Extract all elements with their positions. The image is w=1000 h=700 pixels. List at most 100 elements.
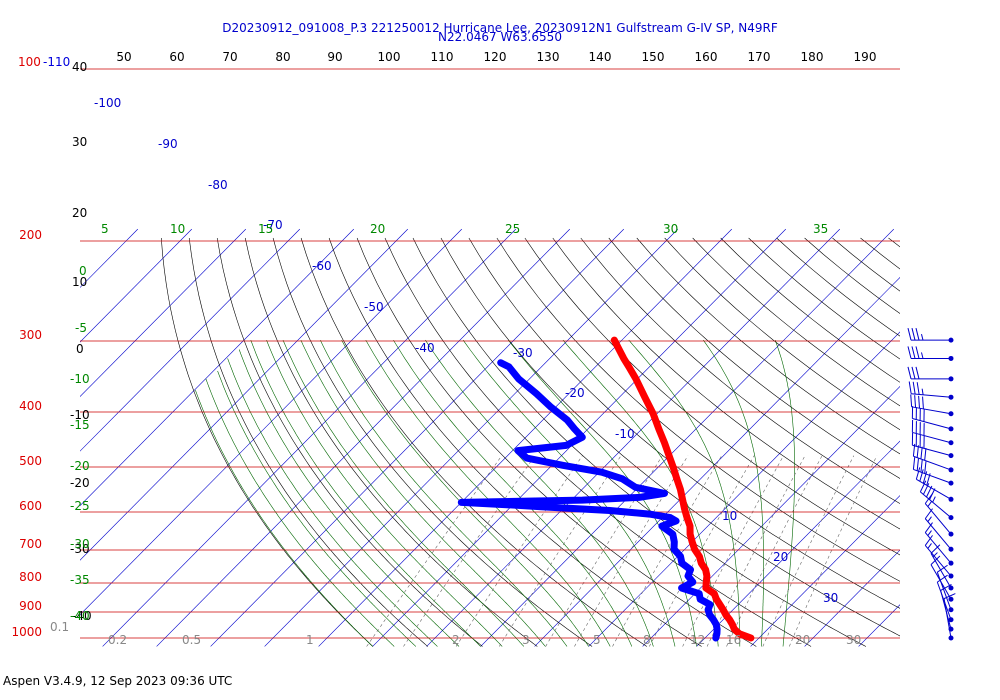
wind-barb-flag: [915, 346, 920, 359]
isotherm-label: -100: [94, 96, 121, 110]
wind-barb-staff: [913, 468, 952, 484]
isotherm-label: -70: [263, 218, 283, 232]
dry-adiabat-line: [748, 237, 900, 360]
dry-adiabat-line: [216, 237, 483, 647]
wind-barb-flag: [940, 584, 952, 591]
mixing-ratio-line: [574, 455, 689, 647]
wind-barb-flag: [916, 382, 920, 395]
dry-adiabat-line: [552, 237, 900, 530]
top-scale-label: 110: [431, 50, 454, 64]
wind-barb-flag: [930, 544, 941, 554]
top-scale-label: 130: [537, 50, 560, 64]
wind-barb-flag: [937, 564, 948, 573]
height-label: 10: [72, 275, 87, 289]
dry-adiabat-line: [580, 237, 900, 504]
wind-barb-flag: [926, 485, 933, 498]
moist-adiabat-label: 5: [101, 222, 109, 236]
mixing-ratio-line: [545, 455, 663, 647]
wind-barb: [924, 535, 954, 579]
dry-adiabat-line: [468, 237, 900, 609]
dry-adiabat-line: [328, 237, 702, 647]
moist-adiabat-line: [250, 339, 481, 647]
isotherm-line: [318, 228, 732, 647]
mixing-ratio-label: 1: [306, 633, 314, 647]
mixing-ratio-label: 3: [522, 633, 530, 647]
saturation-label: -20: [70, 459, 90, 473]
chart-title: D20230912_091008_P.3 221250012 Hurricane…: [222, 21, 778, 35]
wind-barb-flag: [926, 473, 931, 486]
wind-barb-staff: [924, 545, 952, 577]
wind-barb-flag: [922, 396, 924, 409]
dry-adiabat-line: [244, 237, 538, 647]
dry-adiabat-line: [496, 237, 900, 582]
top-scale-label: 170: [748, 50, 771, 64]
moist-adiabat-line: [320, 339, 568, 647]
isotherm-line: [264, 228, 678, 647]
moist-adiabat-label: 30: [663, 222, 678, 236]
wind-barb-half-flag: [921, 388, 924, 395]
wind-barb-flag: [915, 328, 920, 341]
moist-adiabat-label: 20: [370, 222, 385, 236]
wind-barb-half-flag: [927, 516, 932, 522]
moist-adiabat-line: [300, 339, 546, 647]
isotherm-label: -80: [208, 178, 228, 192]
isotherm-label: -40: [415, 341, 435, 355]
pressure-label: 700: [19, 537, 42, 551]
wind-barb: [912, 443, 954, 473]
mixing-ratio-label: 0.1: [50, 620, 69, 634]
pressure-label: 300: [19, 328, 42, 342]
isotherm-line: [102, 228, 516, 647]
wind-barb-flag: [924, 493, 933, 504]
height-label: 20: [72, 206, 87, 220]
mixing-ratio-line: [682, 455, 784, 647]
wind-barb-flag: [907, 366, 912, 380]
wind-barb-flag: [911, 328, 916, 341]
mixing-ratio-label: 0.2: [108, 633, 127, 647]
wind-barb-staff: [943, 598, 952, 639]
moist-adiabat-line: [205, 378, 395, 647]
isotherm-line: [80, 228, 408, 561]
top-scale-label: 160: [695, 50, 718, 64]
wind-barb-half-flag: [932, 496, 936, 503]
pressure-label: 800: [19, 570, 42, 584]
wind-barb: [911, 432, 954, 459]
wind-barb-staff: [912, 418, 952, 430]
wind-barb-flag: [930, 555, 941, 565]
moist-adiabat-label: 10: [170, 222, 185, 236]
moist-adiabat-line: [393, 339, 633, 647]
wind-barb-flag: [924, 447, 927, 461]
wind-barb-flag: [907, 346, 912, 359]
top-scale-label: 140: [589, 50, 612, 64]
wind-barb: [907, 346, 954, 361]
dewpoint-profile: [457, 359, 721, 642]
moist-adiabat-line: [195, 389, 373, 647]
wind-barb: [924, 508, 954, 552]
dry-adiabat-line: [917, 238, 1000, 647]
wind-barb-flag: [919, 469, 924, 482]
moist-adiabat-line: [238, 349, 460, 647]
dry-adiabat-line: [384, 237, 812, 647]
dry-adiabat-line: [664, 237, 900, 431]
dry-adiabat-line: [356, 237, 757, 647]
wind-barb-staff: [913, 455, 952, 471]
mixing-ratio-line: [649, 455, 755, 647]
wind-barb: [912, 457, 954, 486]
pressure-label: 900: [19, 599, 42, 613]
wind-barb: [915, 467, 954, 502]
mixing-ratio-line: [366, 455, 503, 647]
isotherm-line: [696, 440, 900, 647]
footer-version-time: Aspen V3.4.9, 12 Sep 2023 09:36 UTC: [3, 674, 233, 688]
top-scale-label: 80: [275, 50, 290, 64]
wind-barb-flag: [911, 346, 916, 359]
wind-barb: [943, 593, 956, 641]
saturation-label: -15: [70, 418, 90, 432]
dry-adiabat-line: [412, 237, 867, 647]
wind-barb-flag: [911, 366, 916, 380]
wind-barb: [924, 522, 954, 566]
moist-adiabat-label: 35: [813, 222, 828, 236]
wind-barb-staff: [936, 572, 952, 610]
top-scale-label: 120: [484, 50, 507, 64]
pressure-label: 500: [19, 454, 42, 468]
wind-barb-staff: [924, 503, 952, 535]
